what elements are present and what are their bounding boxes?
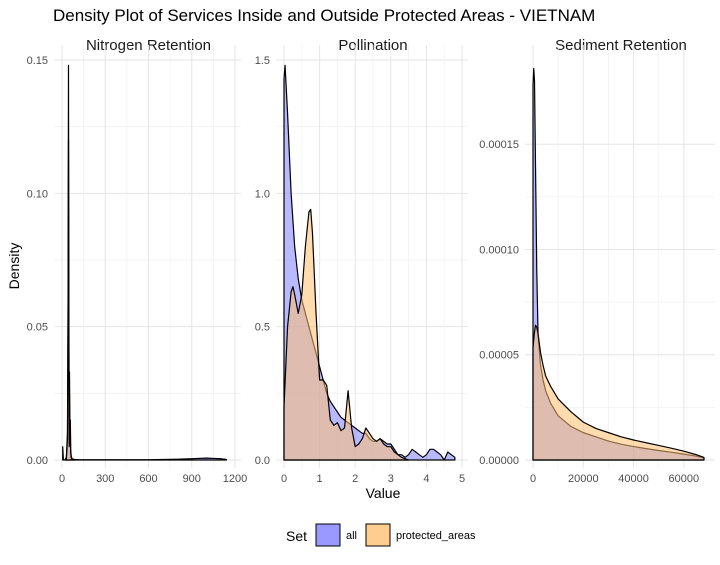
y-tick-label: 0.00000 [479,455,519,467]
y-tick-label: 1.5 [255,55,270,67]
x-tick-label: 20000 [568,473,599,485]
y-tick-label: 0.0 [255,455,270,467]
facet-strip-label: Sediment Retention [555,37,687,54]
x-tick-label: 300 [96,473,114,485]
x-tick-label: 0 [59,473,65,485]
x-tick-label: 60000 [669,473,700,485]
x-tick-label: 2 [352,473,358,485]
density-area-protected-areas [65,139,76,461]
y-tick-label: 0.5 [255,322,270,334]
x-tick-label: 5 [459,473,465,485]
chart-title: Density Plot of Services Inside and Outs… [53,6,595,25]
y-tick-label: 0.00005 [479,350,519,362]
x-axis-title: Value [366,485,401,501]
x-tick-label: 900 [183,473,201,485]
y-tick-label: 0.00015 [479,139,519,151]
x-tick-label: 40000 [618,473,649,485]
density-area-protected-areas [532,324,705,461]
y-tick-label: 0.05 [27,322,48,334]
legend-key-protected-areas [365,523,391,547]
y-axis-title: Density [6,243,22,290]
legend-label-protected-areas: protected_areas [396,530,476,542]
x-tick-label: 0 [530,473,536,485]
x-tick-label: 1200 [223,473,247,485]
legend-key-all [315,523,341,547]
facet-panel-2: Sediment Retention 0 20000 40000 60000 0.0000… [479,37,715,485]
y-tick-label: 1.0 [255,188,270,200]
density-area-all [62,64,227,461]
legend-title: Set [286,528,307,544]
y-tick-label: 0.00010 [479,244,519,256]
x-tick-label: 600 [139,473,157,485]
y-tick-label: 0.10 [27,188,48,200]
x-tick-label: 1 [317,473,323,485]
y-tick-label: 0.15 [27,55,48,67]
density-area-protected-areas [283,208,410,461]
legend-label-all: all [346,530,357,542]
x-tick-label: 0 [281,473,287,485]
x-tick-label: 3 [388,473,394,485]
y-tick-label: 0.00 [27,455,48,467]
x-tick-label: 4 [423,473,429,485]
legend: Set all protected_areas [286,523,476,547]
